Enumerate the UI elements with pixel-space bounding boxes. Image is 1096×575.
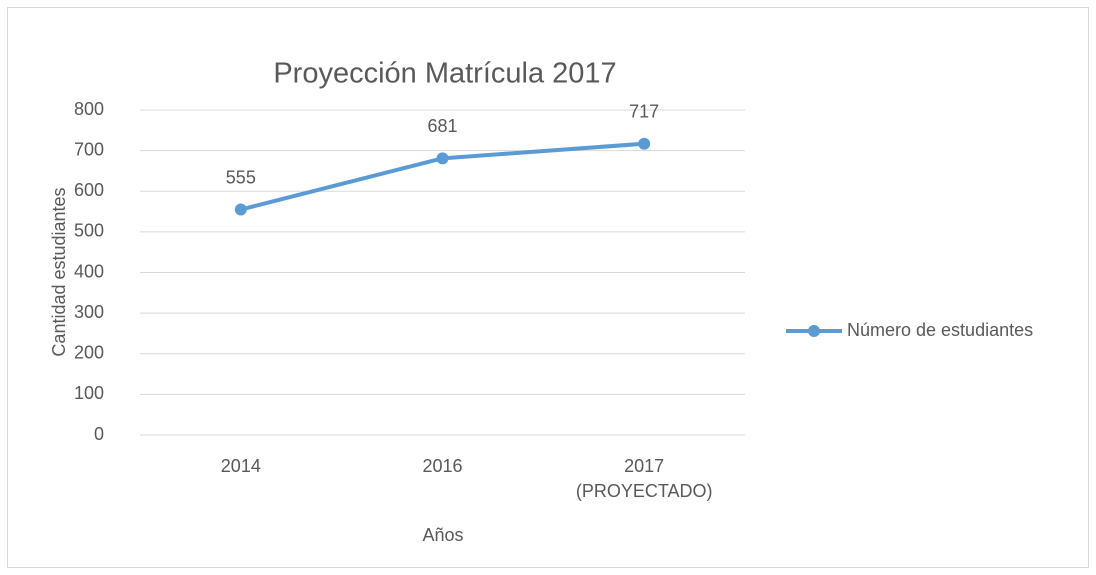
data-label: 681 xyxy=(427,116,457,136)
chart-title: Proyección Matrícula 2017 xyxy=(273,58,616,90)
x-tick-label: 2017 (PROYECTADO) xyxy=(576,456,713,501)
data-point xyxy=(638,137,651,150)
y-tick-label: 700 xyxy=(74,139,104,159)
data-point xyxy=(234,203,247,216)
y-tick-label: 400 xyxy=(74,261,104,281)
y-tick-label: 500 xyxy=(74,221,104,241)
y-tick-label: 600 xyxy=(74,180,104,200)
data-point xyxy=(436,152,449,165)
y-tick-label: 100 xyxy=(74,383,104,403)
chart-border xyxy=(7,7,1089,568)
y-axis-label: Cantidad estudiantes xyxy=(49,187,69,356)
y-tick-label: 200 xyxy=(74,343,104,363)
y-tick-label: 800 xyxy=(74,99,104,119)
legend-marker xyxy=(808,325,820,337)
data-label: 555 xyxy=(226,167,256,187)
x-tick-label: 2016 xyxy=(422,456,462,476)
x-tick-label: 2014 xyxy=(221,456,261,476)
y-tick-label: 300 xyxy=(74,302,104,322)
data-label: 717 xyxy=(629,101,659,121)
legend-label: Número de estudiantes xyxy=(847,320,1033,340)
y-tick-label: 0 xyxy=(94,424,104,444)
x-axis-label: Años xyxy=(422,525,463,545)
